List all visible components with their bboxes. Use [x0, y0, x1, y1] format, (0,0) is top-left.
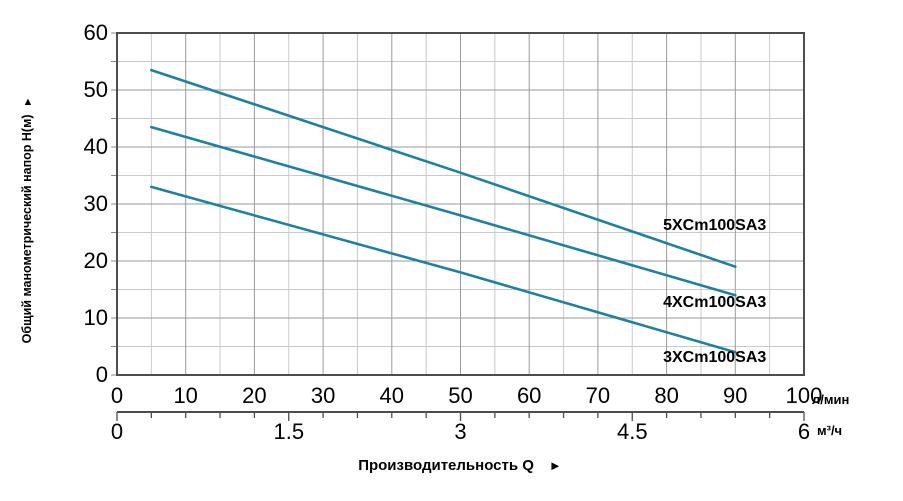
y-axis-title-text: Общий манометрический напор Н(м)	[20, 114, 34, 344]
x-tick-label-m3h: 6	[797, 419, 811, 444]
x-tick-label-lmin: 0	[110, 383, 124, 408]
x-tick-label-m3h: 1.5	[273, 419, 305, 444]
x-tick-label-m3h: 3	[454, 419, 467, 444]
y-tick-label: 30	[83, 191, 108, 216]
x-tick-label-lmin: 100	[785, 383, 823, 408]
right-arrow-icon: ►	[548, 458, 562, 473]
x-tick-label-lmin: 30	[310, 383, 336, 408]
primary-x-unit-label: л/мин	[812, 392, 850, 407]
curve-5XCm100SA3	[150, 68, 737, 269]
curve-3XCm100SA3	[150, 185, 737, 354]
x-axis-title-text: Производительность Q	[358, 457, 534, 474]
x-tick-label-lmin: 70	[585, 383, 611, 408]
x-axis-title: Производительность Q ►	[358, 457, 562, 474]
x-tick-label-lmin: 10	[173, 383, 198, 408]
x-tick-label-lmin: 80	[654, 383, 679, 408]
y-tick-label: 50	[83, 77, 108, 102]
x-tick-label-lmin: 90	[723, 383, 748, 408]
y-axis-title: Общий манометрический напор Н(м) ▲	[20, 96, 34, 344]
x-tick-label-lmin: 40	[379, 383, 405, 408]
y-tick-label: 0	[95, 362, 108, 387]
y-tick-label: 10	[83, 305, 108, 330]
y-tick-label: 20	[83, 248, 108, 273]
x-tick-label-m3h: 4.5	[617, 419, 648, 444]
x-tick-label-m3h: 0	[110, 419, 124, 444]
y-tick-label: 60	[83, 20, 108, 45]
curve-label-5XCm100SA3: 5XCm100SA3	[663, 216, 767, 234]
y-tick-label: 40	[83, 134, 108, 159]
x-tick-label-lmin: 50	[448, 383, 473, 408]
x-tick-label-lmin: 60	[516, 383, 542, 408]
curve-label-3XCm100SA3: 3XCm100SA3	[663, 348, 767, 366]
curve-4XCm100SA3	[150, 125, 737, 297]
secondary-x-unit-label: м³/ч	[817, 423, 843, 438]
x-tick-label-lmin: 20	[242, 383, 267, 408]
up-arrow-icon: ▲	[22, 96, 34, 109]
plot-border	[116, 32, 805, 376]
curve-label-4XCm100SA3: 4XCm100SA3	[663, 294, 767, 312]
